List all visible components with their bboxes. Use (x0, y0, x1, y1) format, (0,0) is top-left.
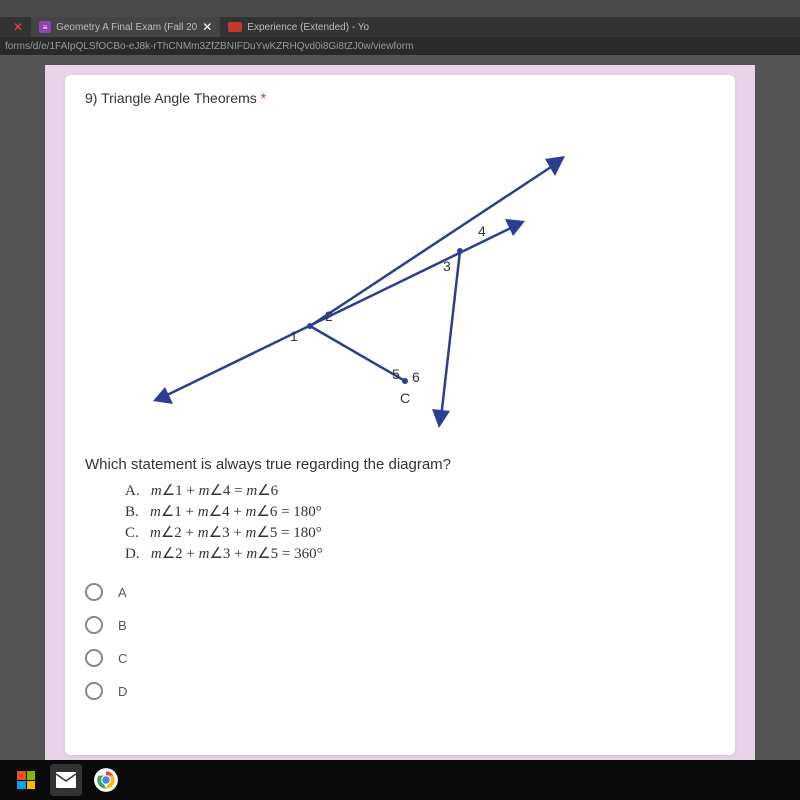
windows-icon (17, 771, 35, 789)
radio-option-b[interactable]: B (85, 616, 715, 634)
angle-label-1: 1 (290, 328, 298, 344)
content-wrapper: 9) Triangle Angle Theorems * (0, 55, 800, 765)
mail-app-button[interactable] (50, 764, 82, 796)
angle-label-6: 6 (412, 369, 420, 385)
radio-circle[interactable] (85, 583, 103, 601)
tab-label: Experience (Extended) - Yo (247, 22, 369, 33)
question-text: Triangle Angle Theorems (101, 90, 257, 106)
browser-chrome (0, 0, 800, 17)
url-text: forms/d/e/1FAIpQLSfOCBo-eJ8k-rThCNMm3ZfZ… (5, 41, 413, 52)
taskbar (0, 760, 800, 800)
tabs-bar: ✕ ≡ Geometry A Final Exam (Fall 20 ✕ Exp… (0, 17, 800, 37)
question-prompt: Which statement is always true regarding… (85, 456, 715, 473)
tab-next[interactable]: Experience (Extended) - Yo (220, 17, 377, 37)
question-number: 9) (85, 90, 97, 106)
radio-option-c[interactable]: C (85, 649, 715, 667)
chrome-app-button[interactable] (90, 764, 122, 796)
radio-circle[interactable] (85, 682, 103, 700)
tab-label: Geometry A Final Exam (Fall 20 (56, 22, 197, 33)
form-container: 9) Triangle Angle Theorems * (45, 65, 755, 765)
question-card: 9) Triangle Angle Theorems * (65, 75, 735, 755)
arrow-head (153, 387, 173, 404)
question-title: 9) Triangle Angle Theorems * (85, 90, 715, 106)
windows-start-button[interactable] (10, 764, 42, 796)
radio-label: A (118, 585, 127, 600)
option-a-text: A. m∠1 + m∠4 = m∠6 (125, 481, 715, 500)
mail-icon (56, 772, 76, 788)
angle-label-2: 2 (325, 308, 333, 324)
youtube-icon (228, 22, 242, 32)
angle-label-5: 5 (392, 366, 400, 382)
answer-options-list: A. m∠1 + m∠4 = m∠6 B. m∠1 + m∠4 + m∠6 = … (125, 481, 715, 563)
diagram-line (310, 326, 405, 381)
angle-label-3: 3 (443, 258, 451, 274)
radio-label: C (118, 651, 127, 666)
close-icon[interactable]: ✕ (202, 20, 212, 34)
chrome-icon (93, 767, 119, 793)
option-c-text: C. m∠2 + m∠3 + m∠5 = 180° (125, 523, 715, 542)
vertex-dot (457, 248, 463, 254)
arrow-head (432, 409, 450, 428)
tab-previous[interactable]: ✕ (0, 17, 31, 37)
option-d-text: D. m∠2 + m∠3 + m∠5 = 360° (125, 544, 715, 563)
radio-circle[interactable] (85, 649, 103, 667)
vertex-dot (402, 378, 408, 384)
close-icon[interactable]: ✕ (13, 20, 23, 34)
triangle-diagram: 1 2 3 4 5 6 C (85, 121, 715, 441)
diagram-svg: 1 2 3 4 5 6 C (85, 121, 605, 441)
vertex-dot (307, 323, 313, 329)
vertex-label-c: C (400, 390, 410, 406)
radio-option-d[interactable]: D (85, 682, 715, 700)
tab-active[interactable]: ≡ Geometry A Final Exam (Fall 20 ✕ (31, 17, 220, 37)
required-asterisk: * (261, 90, 266, 106)
radio-group: A B C D (85, 583, 715, 700)
radio-label: D (118, 684, 127, 699)
arrow-head (505, 219, 525, 236)
diagram-line (310, 163, 557, 326)
radio-circle[interactable] (85, 616, 103, 634)
diagram-line (441, 251, 460, 418)
radio-option-a[interactable]: A (85, 583, 715, 601)
radio-label: B (118, 618, 127, 633)
option-b-text: B. m∠1 + m∠4 + m∠6 = 180° (125, 502, 715, 521)
angle-label-4: 4 (478, 223, 486, 239)
forms-icon: ≡ (39, 21, 51, 33)
arrow-head (545, 156, 565, 176)
url-bar[interactable]: forms/d/e/1FAIpQLSfOCBo-eJ8k-rThCNMm3ZfZ… (0, 37, 800, 55)
